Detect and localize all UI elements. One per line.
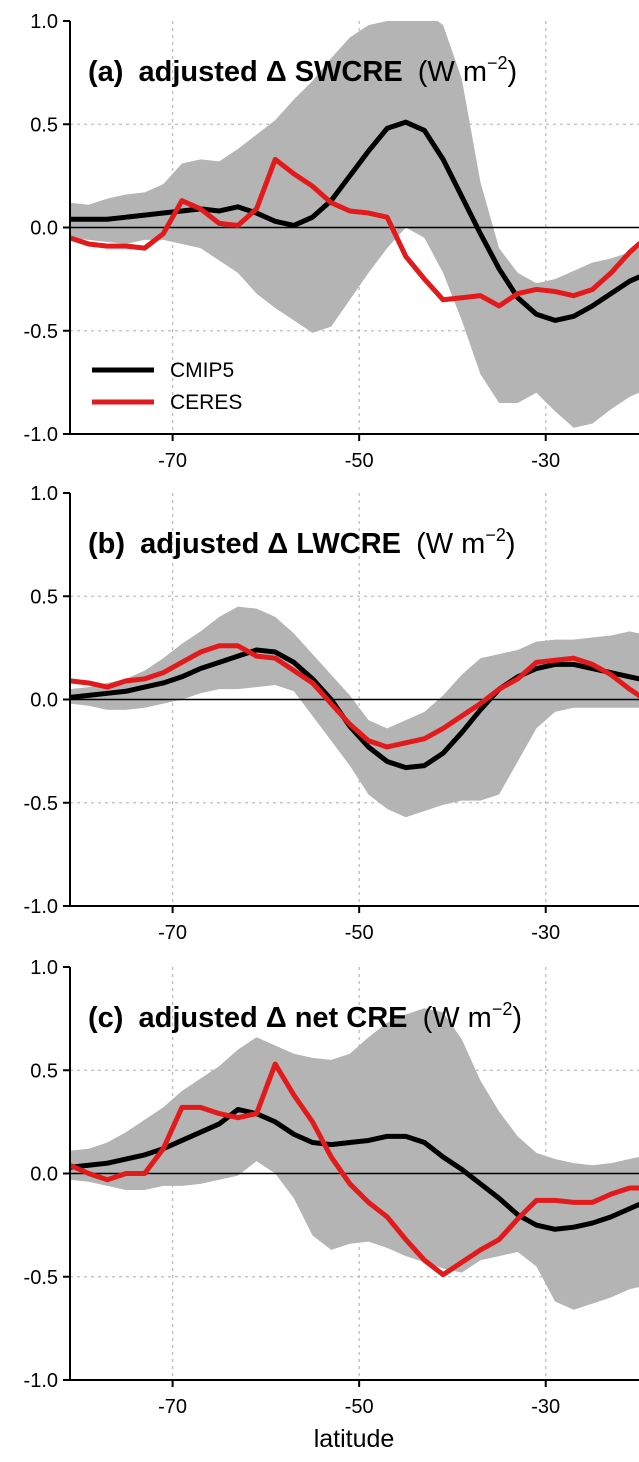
series-line-ceres — [70, 643, 639, 750]
y-tick-label: -0.5 — [24, 1267, 58, 1289]
x-tick-label: -50 — [345, 922, 374, 944]
y-tick-label: 1.0 — [30, 957, 58, 979]
y-tick-label: 1.0 — [30, 483, 58, 505]
x-tick-label: -50 — [345, 450, 374, 472]
y-tick-label: 0.0 — [30, 690, 58, 712]
series-line-ceres — [70, 1061, 639, 1278]
series-line-cmip5 — [70, 119, 639, 323]
panel-b: -1.0 -0.5 0.0 0.5 1.0 -70 -50 -30 (b) adjusted … — [24, 483, 639, 944]
x-tick-label: -50 — [345, 1396, 374, 1418]
model-spread-band — [70, 606, 639, 818]
y-tick-label: 0.5 — [30, 586, 58, 608]
series-line-cmip5 — [70, 647, 639, 771]
axes: -1.0 -0.5 0.0 0.5 1.0 -70 -50 -30 — [24, 483, 639, 944]
plot-area — [70, 967, 639, 1380]
legend-label-ceres: CERES — [170, 391, 242, 414]
axes: -1.0 -0.5 0.0 0.5 1.0 -70 -50 -30 — [24, 11, 639, 472]
y-tick-label: -0.5 — [24, 793, 58, 815]
panel-title: (a) adjusted Δ SWCRE (W m−2) — [88, 53, 517, 88]
y-tick-label: 1.0 — [30, 11, 58, 33]
legend: CMIP5 CERES — [92, 359, 242, 414]
axes: -1.0 -0.5 0.0 0.5 1.0 -70 -50 -30 — [24, 957, 639, 1418]
x-tick-label: -70 — [158, 1396, 187, 1418]
y-tick-label: 0.0 — [30, 218, 58, 240]
panel-a: -1.0 -0.5 0.0 0.5 1.0 -70 -50 -30 (a) adjusted … — [24, 11, 639, 472]
panel-title: (c) adjusted Δ net CRE (W m−2) — [88, 999, 522, 1034]
model-spread-band — [70, 1008, 639, 1310]
model-spread-band — [70, 21, 639, 428]
y-tick-label: -0.5 — [24, 321, 58, 343]
x-tick-label: -30 — [531, 1396, 560, 1418]
y-tick-label: 0.0 — [30, 1164, 58, 1186]
panel-title: (b) adjusted Δ LWCRE (W m−2) — [88, 525, 516, 560]
y-tick-label: 0.5 — [30, 114, 58, 136]
y-tick-label: -1.0 — [24, 1370, 58, 1392]
y-tick-label: 0.5 — [30, 1060, 58, 1082]
plot-area — [70, 493, 639, 906]
x-tick-label: -30 — [531, 922, 560, 944]
y-tick-label: -1.0 — [24, 896, 58, 918]
x-tick-label: -70 — [158, 450, 187, 472]
x-axis-label: latitude — [314, 1425, 395, 1453]
plot-area — [70, 21, 639, 434]
x-tick-label: -70 — [158, 922, 187, 944]
x-tick-label: -30 — [531, 450, 560, 472]
y-tick-label: -1.0 — [24, 424, 58, 446]
panel-c: -1.0 -0.5 0.0 0.5 1.0 -70 -50 -30 (c) adjusted … — [24, 957, 639, 1453]
series-line-ceres — [70, 156, 639, 309]
legend-label-cmip5: CMIP5 — [170, 359, 234, 382]
